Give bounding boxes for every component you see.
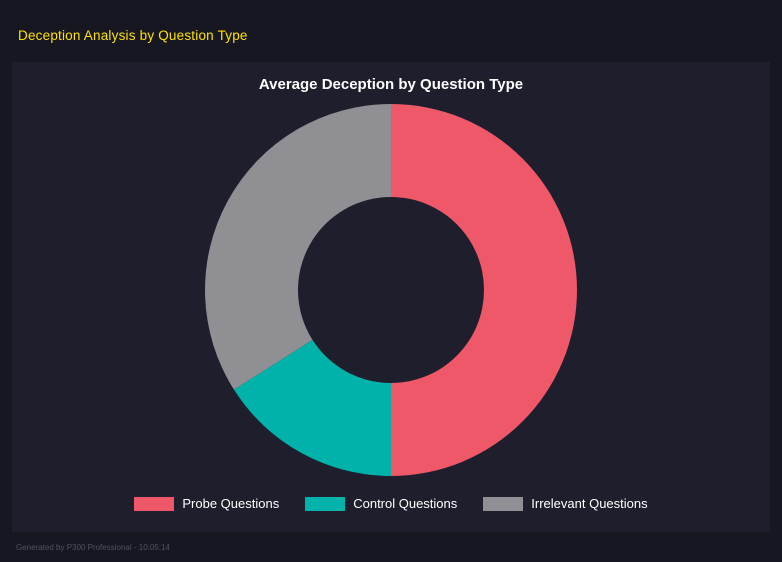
footer-text: Generated by P300 Professional - 10:05:1…: [16, 543, 170, 552]
chart-panel: Average Deception by Question Type Probe…: [12, 62, 770, 532]
page-title: Deception Analysis by Question Type: [18, 28, 248, 43]
legend-label-control-questions: Control Questions: [353, 496, 458, 511]
donut-segment-probe-questions[interactable]: [391, 104, 577, 476]
chart-title: Average Deception by Question Type: [258, 76, 524, 93]
donut-segment-control-questions[interactable]: [233, 339, 391, 476]
chart-legend: Probe Questions Control Questions Irreleva…: [134, 496, 648, 511]
legend-label-probe-questions: Probe Questions: [182, 496, 280, 511]
legend-swatch-control-questions: [305, 496, 346, 511]
legend-swatch-irrelevant-questions: [483, 496, 524, 511]
legend-label-irrelevant-questions: Irrelevant Questions: [531, 496, 648, 511]
donut-segment-irrelevant-questions[interactable]: [205, 104, 391, 390]
legend-item-probe-questions[interactable]: Probe Questions: [134, 496, 279, 511]
legend-item-control-questions[interactable]: Control Questions: [305, 496, 457, 511]
donut-chart: [205, 104, 577, 476]
legend-swatch-probe-questions: [134, 496, 175, 511]
legend-item-irrelevant-questions[interactable]: Irrelevant Questions: [483, 496, 648, 511]
